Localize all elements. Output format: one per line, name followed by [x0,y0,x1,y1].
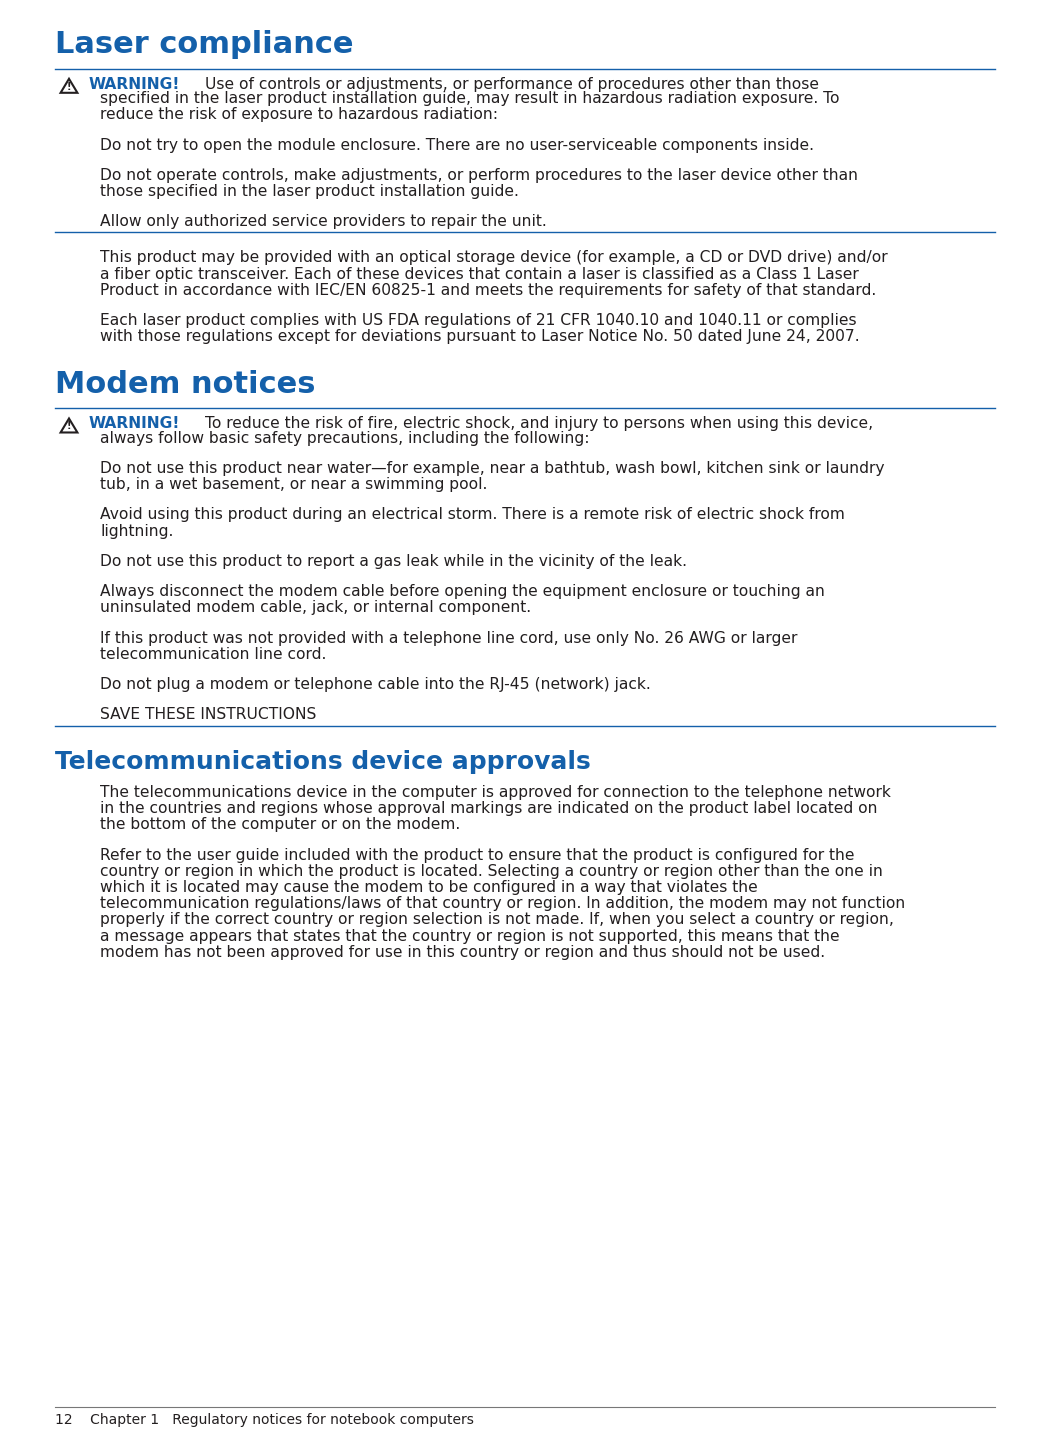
Text: Do not use this product near water—for example, near a bathtub, wash bowl, kitch: Do not use this product near water—for e… [100,461,885,475]
Text: telecommunication line cord.: telecommunication line cord. [100,647,327,662]
Text: Telecommunications device approvals: Telecommunications device approvals [55,750,591,773]
Text: always follow basic safety precautions, including the following:: always follow basic safety precautions, … [100,431,590,445]
Text: This product may be provided with an optical storage device (for example, a CD o: This product may be provided with an opt… [100,250,888,266]
Text: Avoid using this product during an electrical storm. There is a remote risk of e: Avoid using this product during an elect… [100,507,845,523]
Text: tub, in a wet basement, or near a swimming pool.: tub, in a wet basement, or near a swimmi… [100,477,488,493]
Text: Allow only authorized service providers to repair the unit.: Allow only authorized service providers … [100,214,547,230]
Text: in the countries and regions whose approval markings are indicated on the produc: in the countries and regions whose appro… [100,801,878,816]
Text: a message appears that states that the country or region is not supported, this : a message appears that states that the c… [100,929,840,944]
Text: Do not try to open the module enclosure. There are no user-serviceable component: Do not try to open the module enclosure.… [100,137,815,153]
Text: !: ! [67,420,71,431]
Text: Modem notices: Modem notices [55,370,315,399]
Text: modem has not been approved for use in this country or region and thus should no: modem has not been approved for use in t… [100,945,825,959]
Text: WARNING!: WARNING! [89,77,181,92]
Text: which it is located may cause the modem to be configured in a way that violates : which it is located may cause the modem … [100,880,758,894]
Text: Product in accordance with IEC/EN 60825-1 and meets the requirements for safety : Product in accordance with IEC/EN 60825-… [100,283,877,298]
Text: properly if the correct country or region selection is not made. If, when you se: properly if the correct country or regio… [100,912,893,928]
Text: WARNING!: WARNING! [89,416,181,432]
Text: Each laser product complies with US FDA regulations of 21 CFR 1040.10 and 1040.1: Each laser product complies with US FDA … [100,314,857,328]
Text: Always disconnect the modem cable before opening the equipment enclosure or touc: Always disconnect the modem cable before… [100,584,825,600]
Text: a fiber optic transceiver. Each of these devices that contain a laser is classif: a fiber optic transceiver. Each of these… [100,267,859,282]
Text: with those regulations except for deviations pursuant to Laser Notice No. 50 dat: with those regulations except for deviat… [100,329,860,344]
Text: uninsulated modem cable, jack, or internal component.: uninsulated modem cable, jack, or intern… [100,601,531,616]
Text: SAVE THESE INSTRUCTIONS: SAVE THESE INSTRUCTIONS [100,708,316,722]
Text: the bottom of the computer or on the modem.: the bottom of the computer or on the mod… [100,818,460,832]
Text: The telecommunications device in the computer is approved for connection to the : The telecommunications device in the com… [100,785,891,799]
Text: Use of controls or adjustments, or performance of procedures other than those: Use of controls or adjustments, or perfo… [205,77,819,92]
Text: Refer to the user guide included with the product to ensure that the product is : Refer to the user guide included with th… [100,848,854,863]
Text: lightning.: lightning. [100,523,173,539]
Text: !: ! [67,81,71,91]
Text: country or region in which the product is located. Selecting a country or region: country or region in which the product i… [100,864,883,879]
Text: those specified in the laser product installation guide.: those specified in the laser product ins… [100,184,519,199]
Text: If this product was not provided with a telephone line cord, use only No. 26 AWG: If this product was not provided with a … [100,630,798,646]
Text: To reduce the risk of fire, electric shock, and injury to persons when using thi: To reduce the risk of fire, electric sho… [205,416,873,432]
Text: Do not use this product to report a gas leak while in the vicinity of the leak.: Do not use this product to report a gas … [100,553,687,569]
Text: Do not plug a modem or telephone cable into the RJ-45 (network) jack.: Do not plug a modem or telephone cable i… [100,678,651,692]
Text: Laser compliance: Laser compliance [55,30,353,59]
Text: specified in the laser product installation guide, may result in hazardous radia: specified in the laser product installat… [100,91,840,105]
Text: reduce the risk of exposure to hazardous radiation:: reduce the risk of exposure to hazardous… [100,107,498,123]
Text: telecommunication regulations/laws of that country or region. In addition, the m: telecommunication regulations/laws of th… [100,896,905,912]
Text: 12    Chapter 1   Regulatory notices for notebook computers: 12 Chapter 1 Regulatory notices for note… [55,1413,474,1428]
Text: Do not operate controls, make adjustments, or perform procedures to the laser de: Do not operate controls, make adjustment… [100,168,858,182]
